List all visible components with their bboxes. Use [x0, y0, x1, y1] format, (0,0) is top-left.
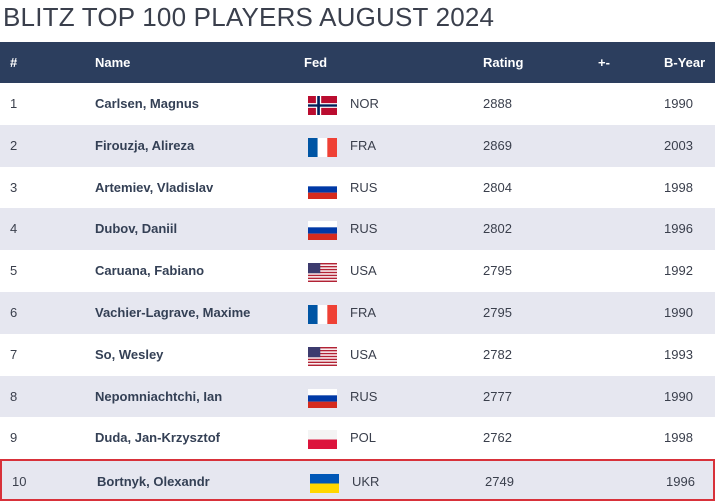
russia-flag-icon [308, 221, 337, 241]
player-name[interactable]: Bortnyk, Olexandr [97, 474, 210, 490]
russia-flag-icon [308, 179, 337, 199]
birth-year-cell: 1992 [664, 263, 693, 279]
birth-year-cell: 1996 [666, 474, 695, 490]
federation-code: UKR [352, 474, 380, 490]
rank-cell: 6 [10, 304, 18, 320]
birth-year-cell: 1998 [664, 179, 693, 195]
rating-cell: 2762 [483, 430, 512, 446]
rank-cell: 5 [10, 263, 18, 279]
federation-code: RUS [350, 388, 378, 404]
poland-flag-icon [308, 430, 337, 450]
header-diff[interactable]: +- [598, 55, 610, 70]
france-flag-icon [308, 304, 337, 324]
birth-year-cell: 1990 [664, 388, 693, 404]
federation-code: RUS [350, 221, 378, 237]
federation-code: RUS [350, 179, 378, 195]
usa-flag-icon [308, 346, 337, 366]
norway-flag-icon [308, 96, 337, 115]
rank-cell: 10 [12, 474, 27, 490]
rating-cell: 2802 [483, 221, 512, 237]
rank-cell: 1 [10, 96, 18, 111]
player-name[interactable]: Caruana, Fabiano [95, 263, 205, 279]
rating-cell: 2795 [483, 263, 512, 279]
table-row[interactable]: 10 Bortnyk, Olexandr UKR 2749 1996 [0, 459, 715, 501]
birth-year-cell: 1996 [664, 221, 693, 237]
federation-code: FRA [350, 137, 376, 153]
table-row[interactable]: 9 Duda, Jan-Krzysztof POL 2762 1998 [0, 417, 715, 459]
header-rating[interactable]: Rating [483, 55, 524, 70]
player-name[interactable]: Vachier-Lagrave, Maxime [95, 304, 251, 320]
rating-cell: 2888 [483, 96, 512, 111]
rank-cell: 8 [10, 388, 18, 404]
france-flag-icon [308, 137, 337, 157]
rank-cell: 3 [10, 179, 18, 195]
birth-year-cell: 1993 [664, 346, 693, 362]
table-row[interactable]: 1 Carlsen, Magnus NOR 2888 1990 [0, 83, 715, 125]
ranking-table: # Name Fed Rating +- B-Year 1 Carlsen, Ma… [0, 42, 715, 501]
player-name[interactable]: Nepomniachtchi, Ian [95, 388, 223, 404]
header-byear[interactable]: B-Year [664, 55, 706, 70]
birth-year-cell: 1990 [664, 96, 693, 111]
header-fed[interactable]: Fed [304, 55, 328, 70]
birth-year-cell: 1990 [664, 304, 693, 320]
table-row[interactable]: 5 Caruana, Fabiano USA 2795 1992 [0, 250, 715, 292]
player-name[interactable]: Carlsen, Magnus [95, 96, 200, 111]
federation-code: POL [350, 430, 377, 446]
ukraine-flag-icon [310, 474, 339, 494]
player-name[interactable]: So, Wesley [95, 346, 164, 362]
birth-year-cell: 2003 [664, 137, 693, 153]
player-name[interactable]: Dubov, Daniil [95, 221, 178, 237]
rating-cell: 2749 [485, 474, 514, 490]
rating-cell: 2795 [483, 304, 512, 320]
player-name[interactable]: Artemiev, Vladislav [95, 179, 214, 195]
rank-cell: 2 [10, 137, 18, 153]
table-row[interactable]: 8 Nepomniachtchi, Ian RUS 2777 1990 [0, 375, 715, 418]
table-row[interactable]: 2 Firouzja, Alireza FRA 2869 2003 [0, 124, 715, 167]
header-name[interactable]: Name [95, 55, 131, 70]
rating-cell: 2782 [483, 346, 512, 362]
rank-cell: 7 [10, 346, 18, 362]
rank-cell: 9 [10, 430, 18, 446]
federation-code: USA [350, 346, 377, 362]
table-row[interactable]: 6 Vachier-Lagrave, Maxime FRA 2795 1990 [0, 291, 715, 334]
table-header: # Name Fed Rating +- B-Year [0, 42, 715, 83]
rating-cell: 2869 [483, 137, 512, 153]
rating-cell: 2777 [483, 388, 512, 404]
federation-code: NOR [350, 96, 379, 111]
player-name[interactable]: Duda, Jan-Krzysztof [95, 430, 220, 446]
page-title: BLITZ TOP 100 PLAYERS AUGUST 2024 [3, 2, 495, 32]
header-rank[interactable]: # [10, 55, 18, 70]
table-row[interactable]: 7 So, Wesley USA 2782 1993 [0, 334, 715, 376]
federation-code: FRA [350, 304, 376, 320]
birth-year-cell: 1998 [664, 430, 693, 446]
table-row[interactable]: 4 Dubov, Daniil RUS 2802 1996 [0, 208, 715, 251]
federation-code: USA [350, 263, 377, 279]
table-row[interactable]: 3 Artemiev, Vladislav RUS 2804 1998 [0, 167, 715, 209]
rating-cell: 2804 [483, 179, 512, 195]
rank-cell: 4 [10, 221, 18, 237]
player-name[interactable]: Firouzja, Alireza [95, 137, 195, 153]
usa-flag-icon [308, 263, 337, 283]
table-body: 1 Carlsen, Magnus NOR 2888 1990 2 Firouzja, A… [0, 83, 715, 501]
russia-flag-icon [308, 388, 337, 408]
